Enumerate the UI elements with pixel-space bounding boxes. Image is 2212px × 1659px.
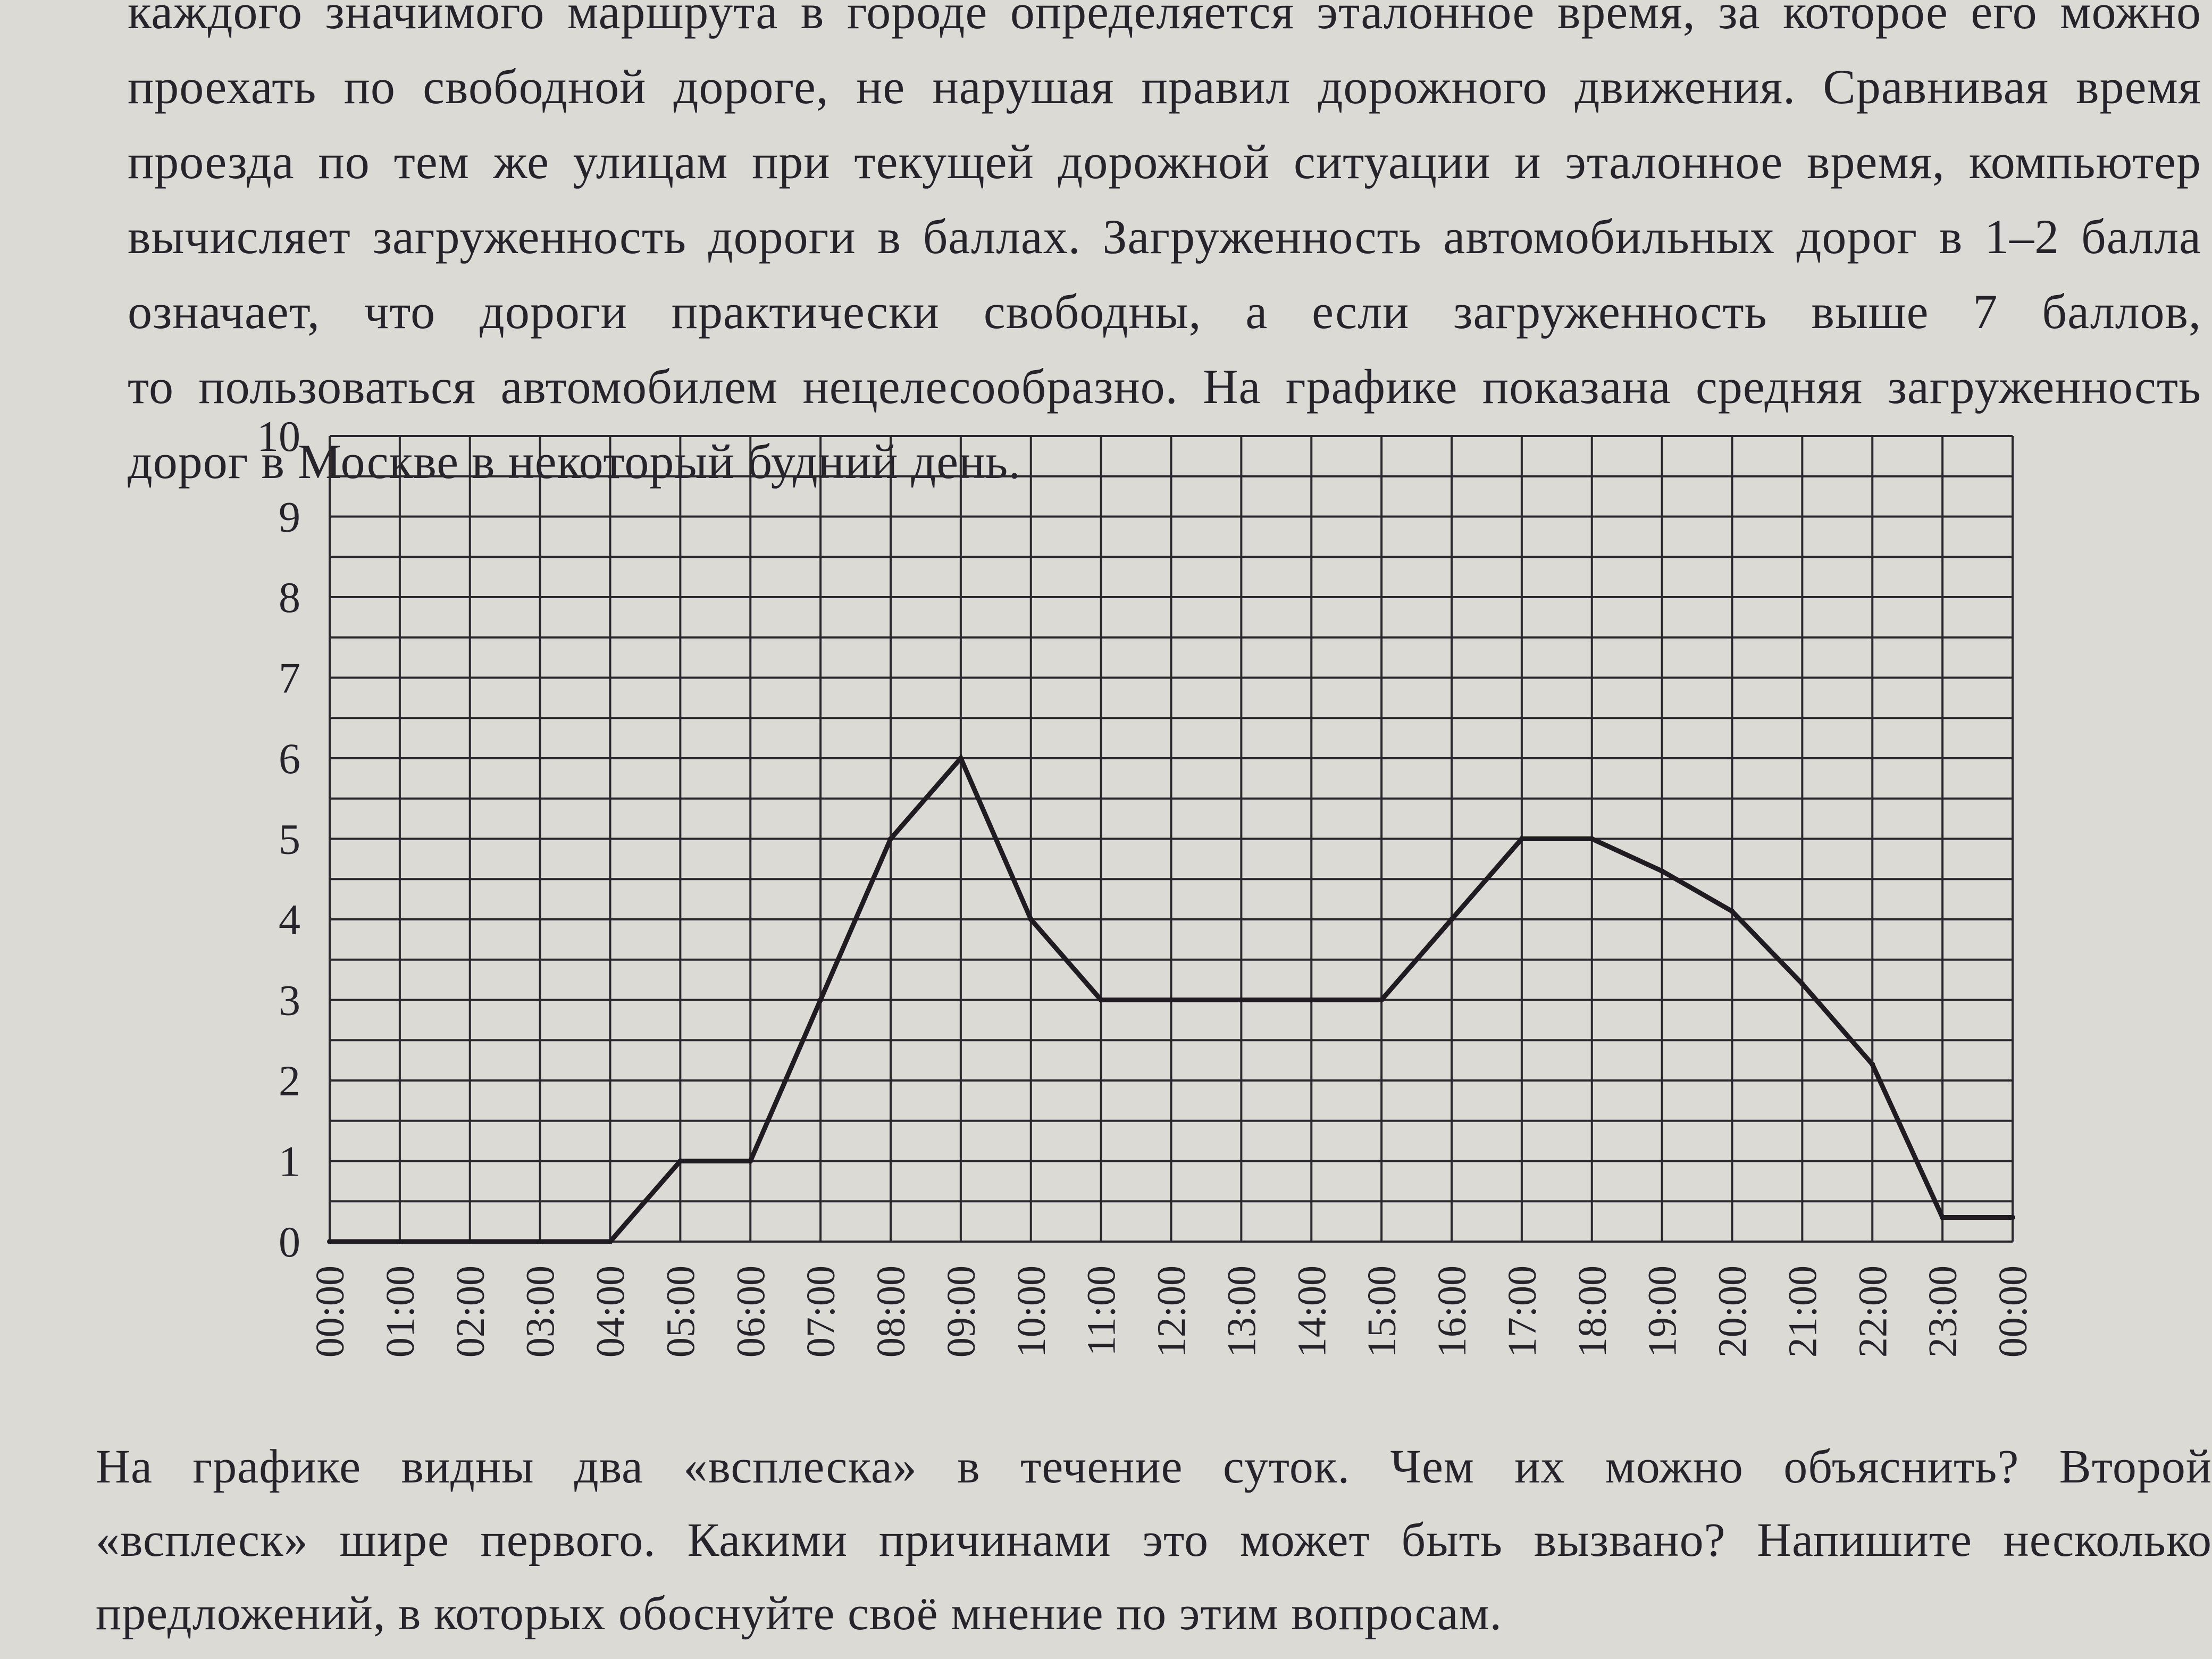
x-tick-label: 08:00 — [869, 1266, 914, 1358]
y-tick-label: 9 — [279, 493, 300, 541]
x-tick-label: 13:00 — [1219, 1266, 1264, 1358]
question-line: предложений, в которых обоснуйте своё мн… — [96, 1587, 1503, 1640]
data-point — [1168, 997, 1174, 1003]
x-tick-label: 03:00 — [518, 1266, 563, 1358]
x-tick-label: 19:00 — [1640, 1266, 1685, 1358]
y-tick-label: 4 — [279, 895, 300, 944]
data-point — [1449, 917, 1454, 922]
x-tick-label: 02:00 — [448, 1266, 493, 1358]
intro-line: каждого значимого маршрута в городе опре… — [128, 0, 2201, 39]
question-paragraph: На графике видны два «всплеска» в течени… — [96, 1430, 2212, 1650]
question-line: На графике видны два «всплеска» в течени… — [96, 1440, 2212, 1493]
y-tick-label: 8 — [279, 573, 300, 622]
data-point — [397, 1239, 403, 1244]
data-point — [818, 997, 824, 1003]
question-line: «всплеск» шире первого. Какими причинами… — [96, 1514, 2212, 1566]
y-tick-label: 7 — [279, 654, 300, 702]
x-tick-label: 06:00 — [728, 1266, 773, 1358]
x-tick-label: 12:00 — [1150, 1266, 1194, 1358]
x-axis-ticks: 00:00 01:00 02:00 03:00 04:00 05:00 06:00 07:00… — [308, 1266, 2035, 1358]
y-tick-label: 10 — [257, 412, 300, 460]
data-point — [1659, 868, 1665, 874]
data-point — [1799, 981, 1805, 987]
x-tick-label: 17:00 — [1500, 1266, 1545, 1358]
data-point — [1870, 1061, 1875, 1067]
x-tick-label: 00:00 — [308, 1266, 353, 1358]
intro-line: дорог в Москве в некоторый будний день. — [128, 434, 1021, 489]
data-point — [1729, 908, 1735, 914]
x-tick-label: 04:00 — [589, 1266, 633, 1358]
x-tick-label: 22:00 — [1850, 1266, 1895, 1358]
data-point — [537, 1239, 543, 1244]
data-point — [1379, 997, 1385, 1003]
x-tick-label: 16:00 — [1430, 1266, 1474, 1358]
x-tick-label: 14:00 — [1289, 1266, 1334, 1358]
intro-line: проезда по тем же улицам при текущей дор… — [128, 135, 2201, 189]
y-tick-label: 3 — [279, 976, 300, 1025]
x-tick-label: 21:00 — [1780, 1266, 1825, 1358]
data-point — [958, 756, 963, 761]
y-axis-ticks: 0 1 2 3 4 5 6 7 8 9 10 — [257, 412, 300, 1266]
x-tick-label: 07:00 — [799, 1266, 843, 1358]
data-point — [1940, 1214, 1946, 1220]
y-tick-label: 5 — [279, 815, 300, 864]
data-point — [1519, 836, 1524, 842]
data-point — [748, 1158, 753, 1164]
x-tick-label: 09:00 — [939, 1266, 984, 1358]
x-tick-label: 15:00 — [1360, 1266, 1404, 1358]
y-tick-label: 2 — [279, 1057, 300, 1105]
x-tick-label: 20:00 — [1711, 1266, 1755, 1358]
x-tick-label: 01:00 — [378, 1266, 423, 1358]
intro-line: означает, что дороги практически свободн… — [128, 284, 2201, 339]
data-point — [1238, 997, 1244, 1003]
x-tick-label: 10:00 — [1009, 1266, 1054, 1358]
intro-line: то пользоваться автомобилем нецелесообра… — [128, 359, 2201, 414]
x-tick-label: 11:00 — [1079, 1266, 1124, 1356]
chart-grid — [329, 435, 2014, 1243]
intro-line: проехать по свободной дороге, не нарушая… — [128, 60, 2201, 114]
data-point — [2010, 1214, 2015, 1220]
y-tick-label: 0 — [279, 1218, 300, 1266]
x-tick-label: 23:00 — [1921, 1266, 1965, 1358]
x-tick-label: 05:00 — [658, 1266, 703, 1358]
data-point — [677, 1158, 683, 1164]
x-tick-label: 18:00 — [1570, 1266, 1615, 1358]
y-tick-label: 6 — [279, 734, 300, 783]
data-point — [1589, 836, 1595, 842]
x-tick-label: 00:00 — [1991, 1266, 2035, 1358]
data-point — [888, 836, 893, 842]
data-point — [1309, 997, 1314, 1003]
data-point — [327, 1239, 332, 1244]
data-point — [1028, 917, 1034, 922]
series-layer — [327, 753, 2015, 1244]
intro-line: вычисляет загруженность дороги в баллах.… — [128, 210, 2201, 264]
data-point — [1098, 997, 1104, 1003]
y-tick-label: 1 — [279, 1137, 300, 1186]
data-point — [607, 1239, 613, 1244]
intro-paragraph: каждого значимого маршрута в городе опре… — [128, 0, 2201, 499]
data-point — [467, 1239, 473, 1244]
